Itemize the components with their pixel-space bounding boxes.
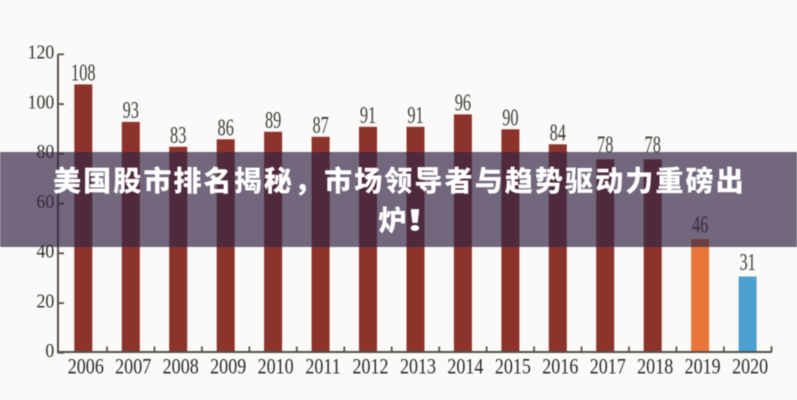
svg-text:2016: 2016: [542, 355, 578, 379]
svg-text:2012: 2012: [352, 355, 388, 379]
svg-text:96: 96: [455, 91, 471, 117]
svg-text:2010: 2010: [258, 355, 294, 379]
svg-text:108: 108: [71, 61, 95, 87]
svg-text:2015: 2015: [495, 355, 531, 379]
svg-text:2009: 2009: [210, 355, 246, 379]
svg-text:2018: 2018: [637, 355, 673, 379]
svg-text:100: 100: [28, 92, 55, 114]
svg-text:84: 84: [550, 120, 566, 146]
svg-text:2013: 2013: [400, 355, 436, 379]
svg-text:2020: 2020: [732, 355, 768, 379]
svg-text:2017: 2017: [590, 355, 626, 379]
svg-text:78: 78: [597, 132, 613, 158]
svg-text:83: 83: [170, 123, 186, 149]
svg-text:91: 91: [407, 103, 423, 129]
svg-text:89: 89: [265, 108, 281, 134]
svg-text:93: 93: [123, 98, 139, 124]
svg-text:120: 120: [28, 42, 55, 64]
svg-text:20: 20: [36, 291, 54, 313]
svg-text:2019: 2019: [685, 355, 721, 379]
svg-text:90: 90: [502, 105, 518, 131]
svg-text:78: 78: [645, 132, 661, 158]
svg-text:86: 86: [218, 115, 234, 141]
svg-text:2007: 2007: [115, 355, 151, 379]
svg-text:87: 87: [312, 113, 328, 139]
svg-text:2014: 2014: [447, 355, 483, 379]
svg-text:0: 0: [45, 340, 54, 362]
svg-text:2008: 2008: [163, 355, 199, 379]
svg-text:2011: 2011: [305, 355, 340, 379]
svg-text:31: 31: [739, 250, 755, 276]
svg-text:91: 91: [360, 103, 376, 129]
svg-text:2006: 2006: [68, 355, 104, 379]
